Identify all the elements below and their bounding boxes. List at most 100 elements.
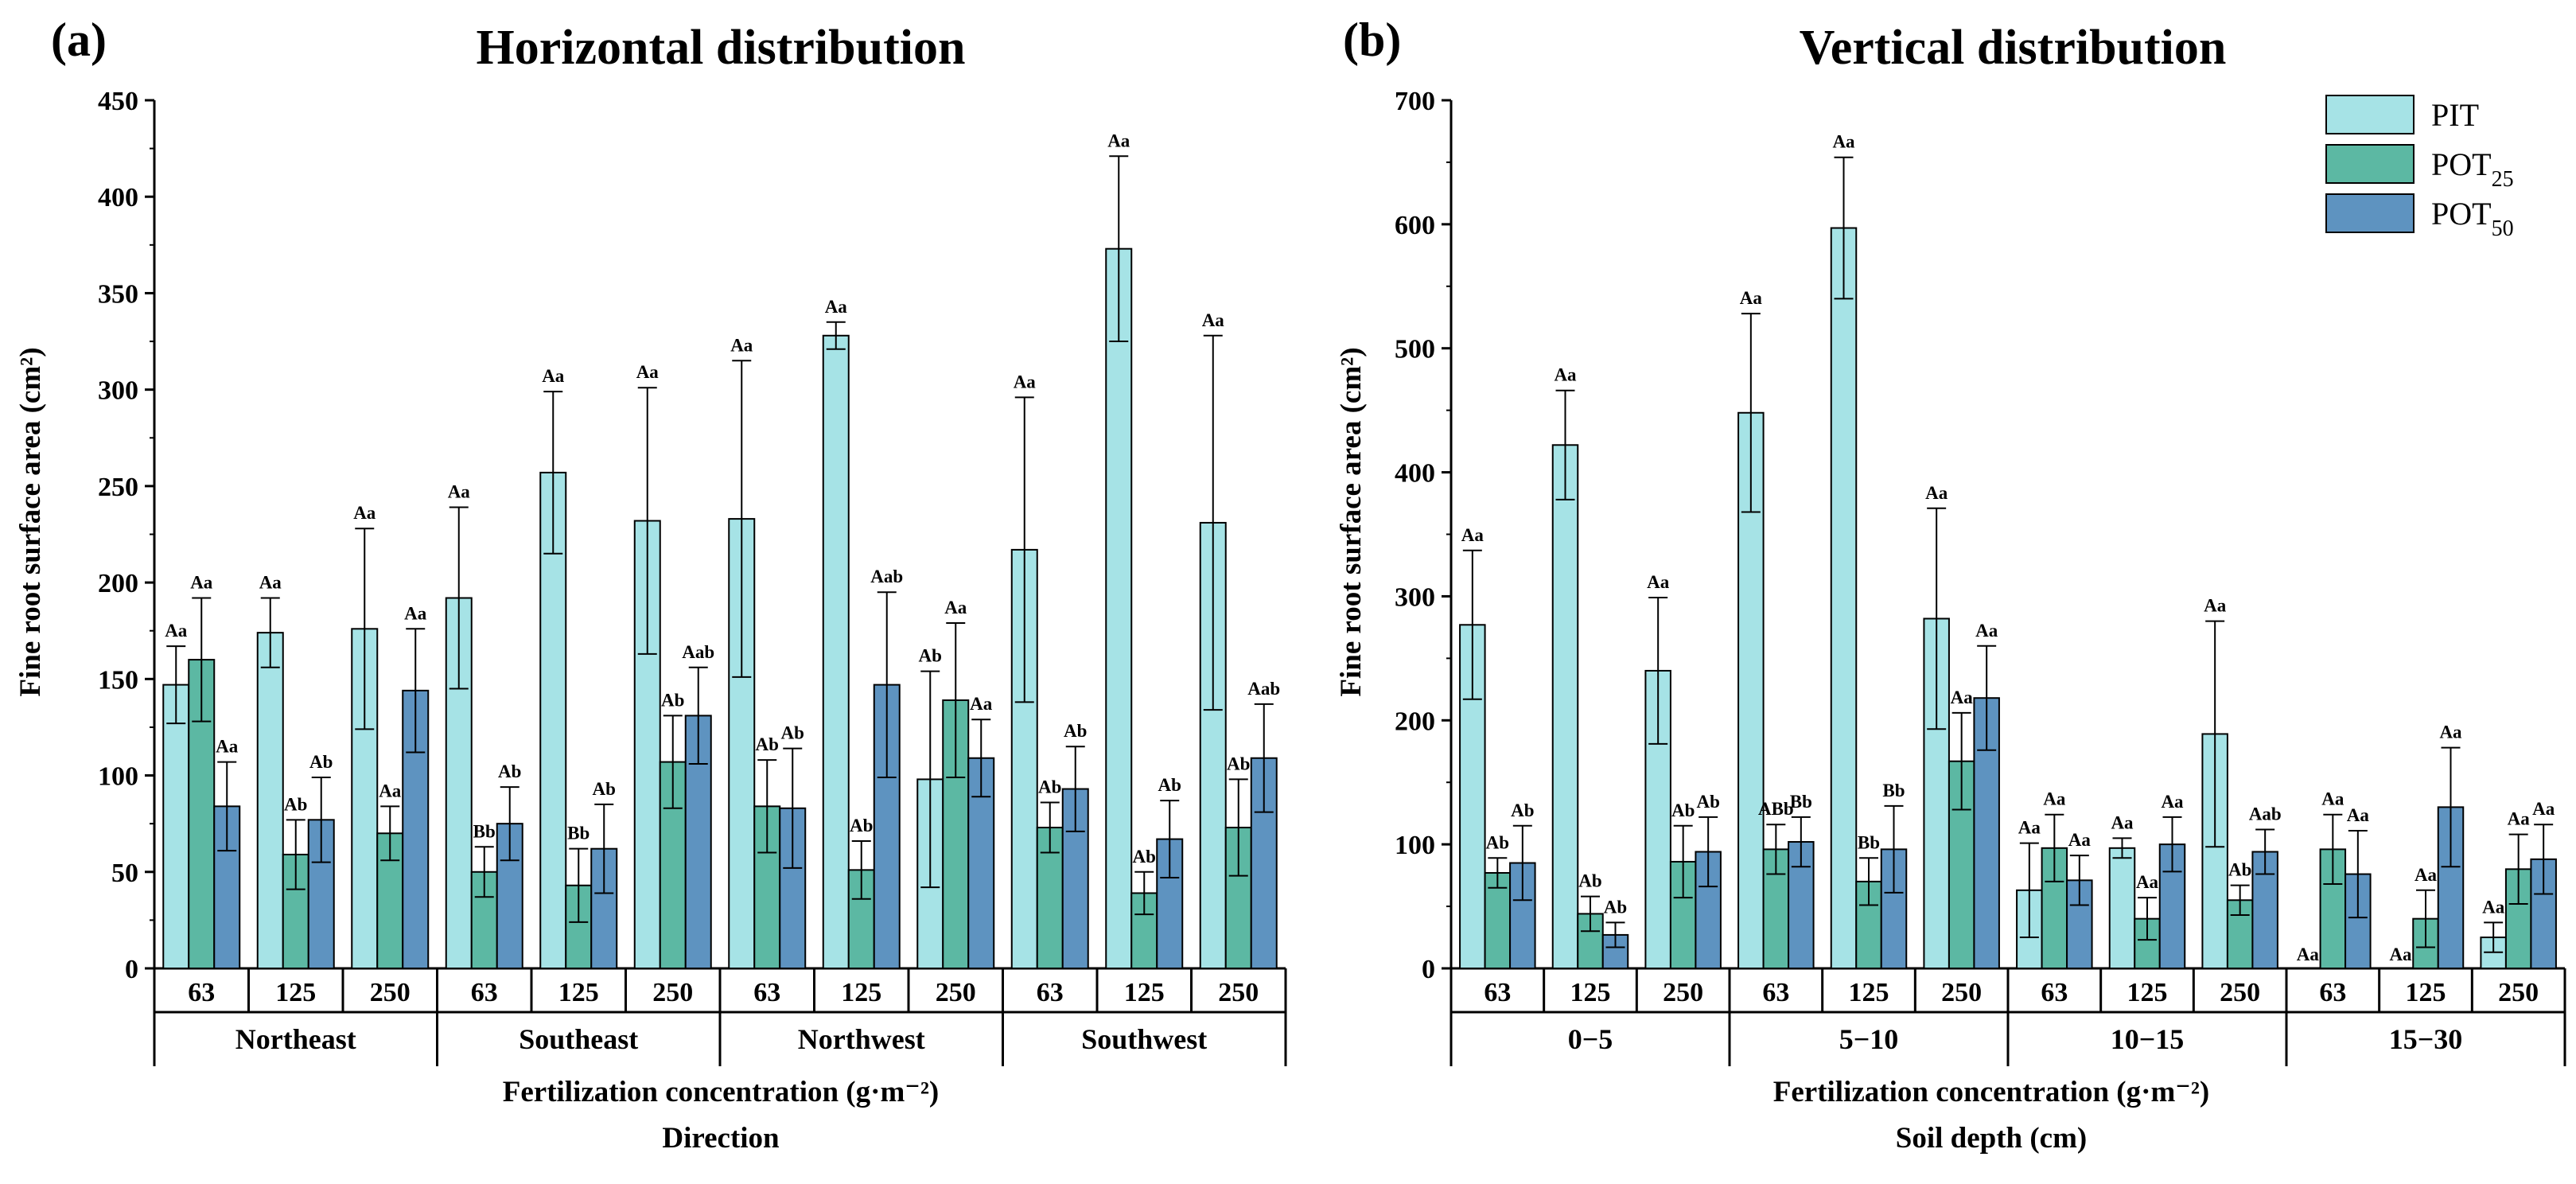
significance-label-pot50: Ab — [1158, 775, 1181, 795]
significance-label-pot50: Aab — [2249, 804, 2282, 824]
x-group-label: Southwest — [1081, 1023, 1207, 1055]
significance-label-pit: Aa — [2204, 596, 2227, 616]
x-category-label: 125 — [558, 978, 599, 1007]
plot-area-horizontal: 0 50 100 150 200 250 300 350 400 450 63 125 250 63 125… — [98, 87, 1287, 1066]
significance-label-pit: Aa — [1832, 132, 1855, 152]
significance-label-pot25: Ab — [1038, 777, 1061, 796]
x-category-label: 250 — [2498, 978, 2539, 1007]
significance-label-pot25: Aa — [1951, 687, 1974, 707]
significance-label-pot50: Aa — [2068, 830, 2092, 850]
y-tick-label: 100 — [98, 762, 138, 792]
significance-label-pot25: Aa — [2043, 789, 2066, 809]
significance-label-pot25: Ab — [1227, 754, 1250, 773]
bar-pot50 — [779, 807, 807, 969]
bar-pit — [822, 334, 850, 969]
significance-label-pit: Aa — [2389, 944, 2412, 964]
significance-label-pot50: Ab — [593, 779, 616, 799]
significance-label-pot25: Ab — [661, 690, 684, 710]
x-category-label: 250 — [370, 978, 411, 1007]
significance-label-pot25: Ab — [756, 734, 779, 754]
significance-label-pit: Aa — [542, 366, 565, 386]
significance-label-pit: Aa — [1925, 483, 1948, 503]
bar-pit — [2108, 847, 2136, 970]
significance-label-pot50: Aab — [870, 567, 903, 586]
x-group-label: 15−30 — [2389, 1023, 2463, 1055]
x-group-label: 10−15 — [2111, 1023, 2185, 1055]
x-category-label: 250 — [2220, 978, 2260, 1007]
significance-label-pot50: Aa — [2347, 805, 2370, 825]
y-tick-label: 100 — [1395, 831, 1435, 860]
significance-label-pit: Aa — [259, 573, 282, 593]
x-category-label: 125 — [2406, 978, 2446, 1007]
bar-pit — [1459, 624, 1486, 969]
bar-pit — [1551, 444, 1579, 969]
panel-b-x-axis-title: Fertilization concentration (g·m⁻²) — [1773, 1076, 2209, 1108]
significance-label-pot25: Bb — [473, 821, 496, 841]
significance-label-pot25: Bb — [1858, 832, 1880, 852]
significance-label-pot50: Bb — [1790, 792, 1812, 812]
x-category-label: 250 — [936, 978, 976, 1007]
panel-a-x-axis-subtitle: Direction — [662, 1122, 780, 1155]
significance-label-pot50: Aa — [2439, 722, 2462, 742]
y-tick-label: 600 — [1395, 211, 1435, 240]
y-tick-label: 400 — [1395, 459, 1435, 489]
y-tick-label: 0 — [1422, 955, 1435, 984]
significance-label-pot25: Ab — [1133, 847, 1156, 867]
x-category-label: 125 — [1570, 978, 1611, 1007]
y-tick-label: 0 — [125, 955, 138, 984]
significance-label-pot50: Aa — [2161, 792, 2184, 812]
x-category-label: 125 — [841, 978, 881, 1007]
y-tick-label: 700 — [1395, 87, 1435, 116]
legend-label-pot50: POT50 — [2431, 196, 2514, 241]
x-category-label: 63 — [471, 978, 498, 1007]
x-category-label: 63 — [2319, 978, 2346, 1007]
significance-label-pot25: Aa — [2415, 865, 2438, 885]
significance-label-pit: Aa — [730, 335, 753, 355]
significance-label-pit: Aa — [2297, 944, 2320, 964]
significance-label-pot50: Aa — [216, 737, 239, 757]
panel-b-y-axis-title: Fine root surface area (cm²) — [1335, 347, 1368, 696]
legend-swatch-pot25 — [2325, 144, 2415, 184]
significance-label-pot25: ABb — [1758, 799, 1794, 819]
significance-label-pit: Aa — [1647, 572, 1670, 592]
x-group-label: Southeast — [519, 1023, 638, 1055]
y-tick-label: 450 — [98, 87, 138, 116]
significance-label-pot25: Aa — [379, 781, 402, 800]
significance-label-pot25: Aa — [2321, 789, 2344, 809]
significance-label-pot50: Ab — [781, 723, 804, 743]
significance-label-pot25: Ab — [1671, 800, 1695, 820]
significance-label-pot25: Ab — [2228, 860, 2251, 880]
significance-label-pot50: Aa — [1975, 621, 1998, 641]
x-group-label: 5−10 — [1839, 1023, 1899, 1055]
x-group-label: 0−5 — [1568, 1023, 1613, 1055]
significance-label-pot50: Ab — [1604, 897, 1627, 917]
significance-label-pot25: Aa — [190, 573, 213, 593]
x-group-label: Northeast — [235, 1023, 356, 1055]
significance-label-pit: Aa — [2482, 897, 2505, 917]
significance-label-pit: Aa — [1107, 130, 1130, 150]
y-tick-label: 300 — [98, 376, 138, 406]
significance-label-pit: Aa — [165, 621, 188, 641]
panel-a-x-axis-title: Fertilization concentration (g·m⁻²) — [503, 1076, 939, 1108]
significance-label-pot25: Bb — [567, 824, 590, 843]
significance-label-pot25: Ab — [850, 816, 873, 835]
significance-label-pot50: Ab — [309, 752, 333, 772]
significance-label-pit: Aa — [1461, 525, 1485, 545]
significance-label-pit: Aa — [1554, 365, 1577, 385]
bar-pit — [256, 632, 284, 969]
bar-pit — [1105, 247, 1133, 969]
bar-pot25 — [1484, 871, 1512, 969]
x-category-label: 250 — [652, 978, 693, 1007]
bar-pit — [1830, 227, 1858, 970]
y-tick-label: 300 — [1395, 582, 1435, 612]
panel-b-x-axis-subtitle: Soil depth (cm) — [1896, 1122, 2088, 1155]
legend-swatch-pot50 — [2325, 193, 2415, 233]
significance-label-pot25: Ab — [284, 794, 307, 814]
legend-label-pit: PIT — [2431, 97, 2479, 133]
x-group-label: Northwest — [798, 1023, 925, 1055]
y-tick-label: 200 — [1395, 707, 1435, 736]
panel-b-title: Vertical distribution — [1800, 21, 2227, 75]
significance-label-pot50: Aab — [682, 642, 714, 662]
panel-a-label: (a) — [51, 14, 107, 66]
